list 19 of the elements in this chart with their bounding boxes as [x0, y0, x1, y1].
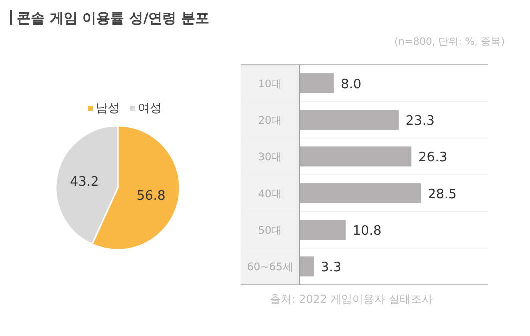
data-label: 10.8	[352, 224, 382, 239]
y-tick-label: 10대	[258, 78, 283, 90]
data-label: 8.0	[340, 77, 362, 92]
data-label: 28.5	[428, 187, 457, 202]
legend-label: 남성	[96, 101, 120, 115]
y-tick-label: 50대	[258, 225, 283, 237]
y-tick-label: 30대	[258, 152, 283, 164]
data-label: 23.3	[406, 114, 435, 129]
y-tick-label: 60~65세	[247, 262, 294, 274]
legend-label: 여성	[138, 101, 162, 115]
source-note: 출처: 2022 게임이용자 실태조사	[270, 293, 434, 306]
data-label: 43.2	[70, 174, 100, 190]
y-tick-label: 40대	[258, 188, 283, 200]
data-label: 56.8	[136, 189, 166, 204]
text: (n=800, 단위: %, 중복)	[394, 37, 506, 48]
data-label: 26.3	[418, 150, 448, 166]
y-tick-label: 20대	[258, 115, 283, 127]
data-label: 3.3	[321, 260, 342, 276]
chart-title: 콘솔 게임 이용률 성/연령 분포	[17, 11, 210, 27]
